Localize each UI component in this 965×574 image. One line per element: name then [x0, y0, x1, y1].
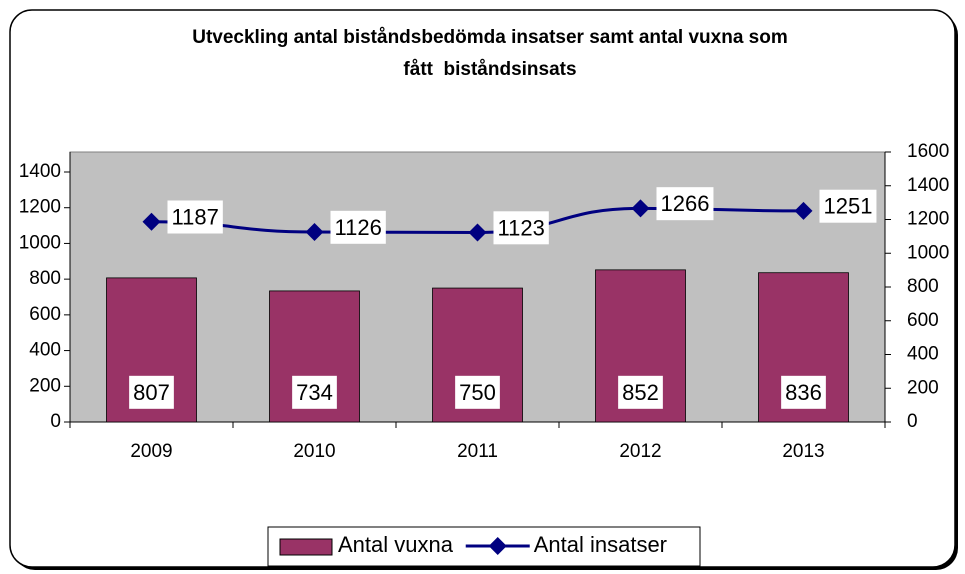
x-tick-label: 2012 [619, 441, 661, 462]
y2-tick-label: 800 [907, 276, 939, 297]
data-label-box [819, 189, 877, 223]
x-tick-label: 2009 [130, 441, 172, 462]
data-label-box [167, 200, 223, 234]
x-tick-label: 2010 [293, 441, 335, 462]
marker [468, 223, 487, 242]
data-label-box [330, 210, 386, 244]
data-label-box [656, 187, 714, 221]
y-tick-label: 200 [29, 375, 61, 396]
data-label-box [129, 375, 174, 409]
data-label: 1123 [498, 215, 545, 240]
data-label: 1126 [335, 215, 382, 240]
marker [305, 222, 324, 241]
data-label: 807 [133, 380, 170, 405]
y-tick-label: 1000 [19, 232, 61, 253]
chart-title: Utveckling antal biståndsbedömda insatse… [192, 27, 788, 48]
data-label-box [292, 375, 337, 409]
data-label: 734 [296, 380, 333, 405]
marker [631, 199, 650, 218]
x-tick-label: 2011 [457, 441, 498, 462]
y2-tick-label: 600 [907, 310, 939, 331]
data-label: 1251 [824, 194, 873, 219]
data-label-box [781, 375, 826, 409]
marker [142, 212, 161, 231]
y-tick-label: 600 [29, 304, 61, 325]
y2-tick-label: 400 [907, 344, 939, 365]
data-label-box [493, 211, 549, 245]
y-tick-label: 800 [29, 268, 61, 289]
y2-tick-label: 1000 [907, 242, 949, 263]
marker [794, 201, 813, 220]
y2-tick-label: 1400 [907, 175, 949, 196]
y2-tick-label: 1200 [907, 209, 949, 230]
y2-tick-label: 1600 [907, 141, 949, 162]
legend-marker [488, 537, 507, 555]
data-label: 1266 [661, 191, 710, 216]
y-tick-label: 1200 [19, 197, 61, 218]
chart-title: fått biståndsinsats [403, 59, 576, 80]
x-tick-label: 2013 [782, 441, 824, 462]
y2-tick-label: 0 [907, 411, 918, 432]
data-label: 750 [459, 380, 496, 405]
data-label-box [618, 375, 663, 409]
data-label-box [455, 375, 500, 409]
data-label: 836 [785, 380, 822, 405]
y2-tick-label: 200 [907, 377, 939, 398]
y-tick-label: 1400 [19, 161, 61, 182]
y-tick-label: 0 [50, 411, 61, 432]
data-label: 852 [622, 380, 659, 405]
data-label: 1187 [172, 205, 219, 230]
y-tick-label: 400 [29, 340, 61, 361]
legend-label: Antal vuxna [338, 532, 454, 557]
legend-label: Antal insatser [534, 532, 667, 557]
legend-swatch [279, 538, 333, 556]
